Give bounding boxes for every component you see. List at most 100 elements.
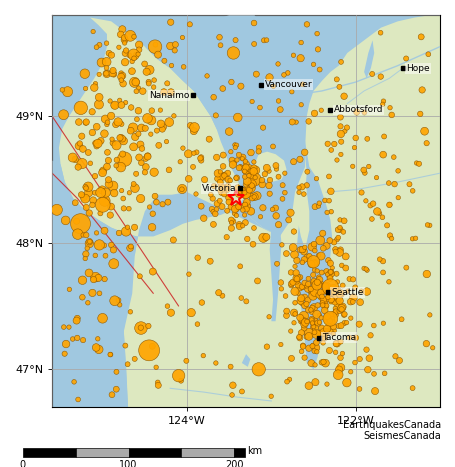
Point [81, 194, 88, 201]
Point [201, 176, 208, 184]
Point [82, 184, 89, 191]
Point [148, 224, 156, 231]
Point [321, 307, 329, 314]
Point [316, 332, 323, 340]
Point [338, 304, 345, 312]
Point [84, 244, 91, 252]
Point [332, 304, 339, 312]
Point [316, 199, 323, 207]
Point [315, 202, 322, 210]
Point [270, 83, 277, 90]
Point [224, 170, 232, 177]
Point [248, 98, 256, 105]
Point [118, 187, 125, 194]
Point [233, 205, 241, 213]
Point [122, 47, 130, 54]
Point [379, 257, 387, 265]
Point [66, 323, 73, 331]
Point [379, 213, 386, 221]
Point [146, 347, 153, 354]
Point [298, 283, 306, 290]
Point [131, 55, 138, 62]
Point [336, 249, 343, 256]
Point [289, 278, 297, 286]
Point [295, 189, 303, 196]
Point [103, 39, 110, 47]
Point [303, 21, 311, 28]
Point [358, 287, 365, 295]
Point [290, 158, 297, 165]
Point [336, 291, 343, 299]
Point [334, 371, 342, 378]
Point [243, 164, 250, 171]
Point [342, 264, 349, 272]
Point [312, 321, 319, 328]
Point [210, 208, 217, 216]
Point [326, 273, 334, 281]
Point [95, 101, 102, 108]
Point [248, 208, 255, 215]
Point [197, 157, 205, 164]
Point [132, 51, 139, 58]
Point [66, 286, 73, 293]
Point [315, 330, 322, 337]
Point [113, 142, 120, 149]
Point [90, 28, 97, 35]
Point [351, 144, 358, 151]
Point [82, 85, 89, 92]
Point [103, 58, 110, 65]
Point [186, 21, 193, 28]
Point [325, 197, 333, 205]
Point [307, 306, 314, 314]
Point [293, 274, 301, 282]
Point [135, 50, 142, 58]
Point [61, 350, 68, 357]
Point [243, 177, 251, 185]
Point [386, 201, 394, 208]
Point [138, 145, 146, 152]
Point [247, 172, 254, 179]
Point [287, 269, 294, 276]
Point [78, 191, 86, 199]
Point [330, 283, 337, 291]
Point [412, 234, 419, 242]
Point [224, 183, 232, 190]
Point [323, 282, 330, 290]
Point [236, 221, 243, 228]
Point [297, 318, 304, 325]
Point [233, 174, 240, 182]
Point [108, 135, 116, 143]
Point [335, 322, 342, 330]
Point [305, 275, 312, 283]
Point [369, 200, 377, 207]
Point [275, 221, 282, 228]
Point [161, 57, 168, 64]
Point [83, 118, 90, 126]
Point [223, 207, 231, 214]
Point [260, 234, 267, 241]
Point [318, 106, 325, 114]
Point [279, 195, 286, 203]
Point [379, 269, 387, 276]
Point [60, 323, 67, 331]
Point [183, 357, 190, 365]
Point [177, 158, 184, 165]
Point [291, 262, 298, 270]
Point [417, 110, 424, 118]
Point [322, 360, 329, 367]
Point [228, 219, 235, 226]
Point [108, 241, 115, 249]
Point [220, 151, 227, 159]
Point [206, 135, 213, 143]
Point [336, 224, 344, 231]
Point [394, 167, 402, 175]
Point [298, 295, 305, 302]
Point [250, 164, 258, 172]
Point [111, 101, 118, 109]
Point [291, 251, 298, 258]
Point [243, 235, 251, 243]
Point [167, 89, 175, 96]
Point [379, 100, 386, 108]
Point [385, 278, 393, 285]
Point [239, 206, 247, 214]
